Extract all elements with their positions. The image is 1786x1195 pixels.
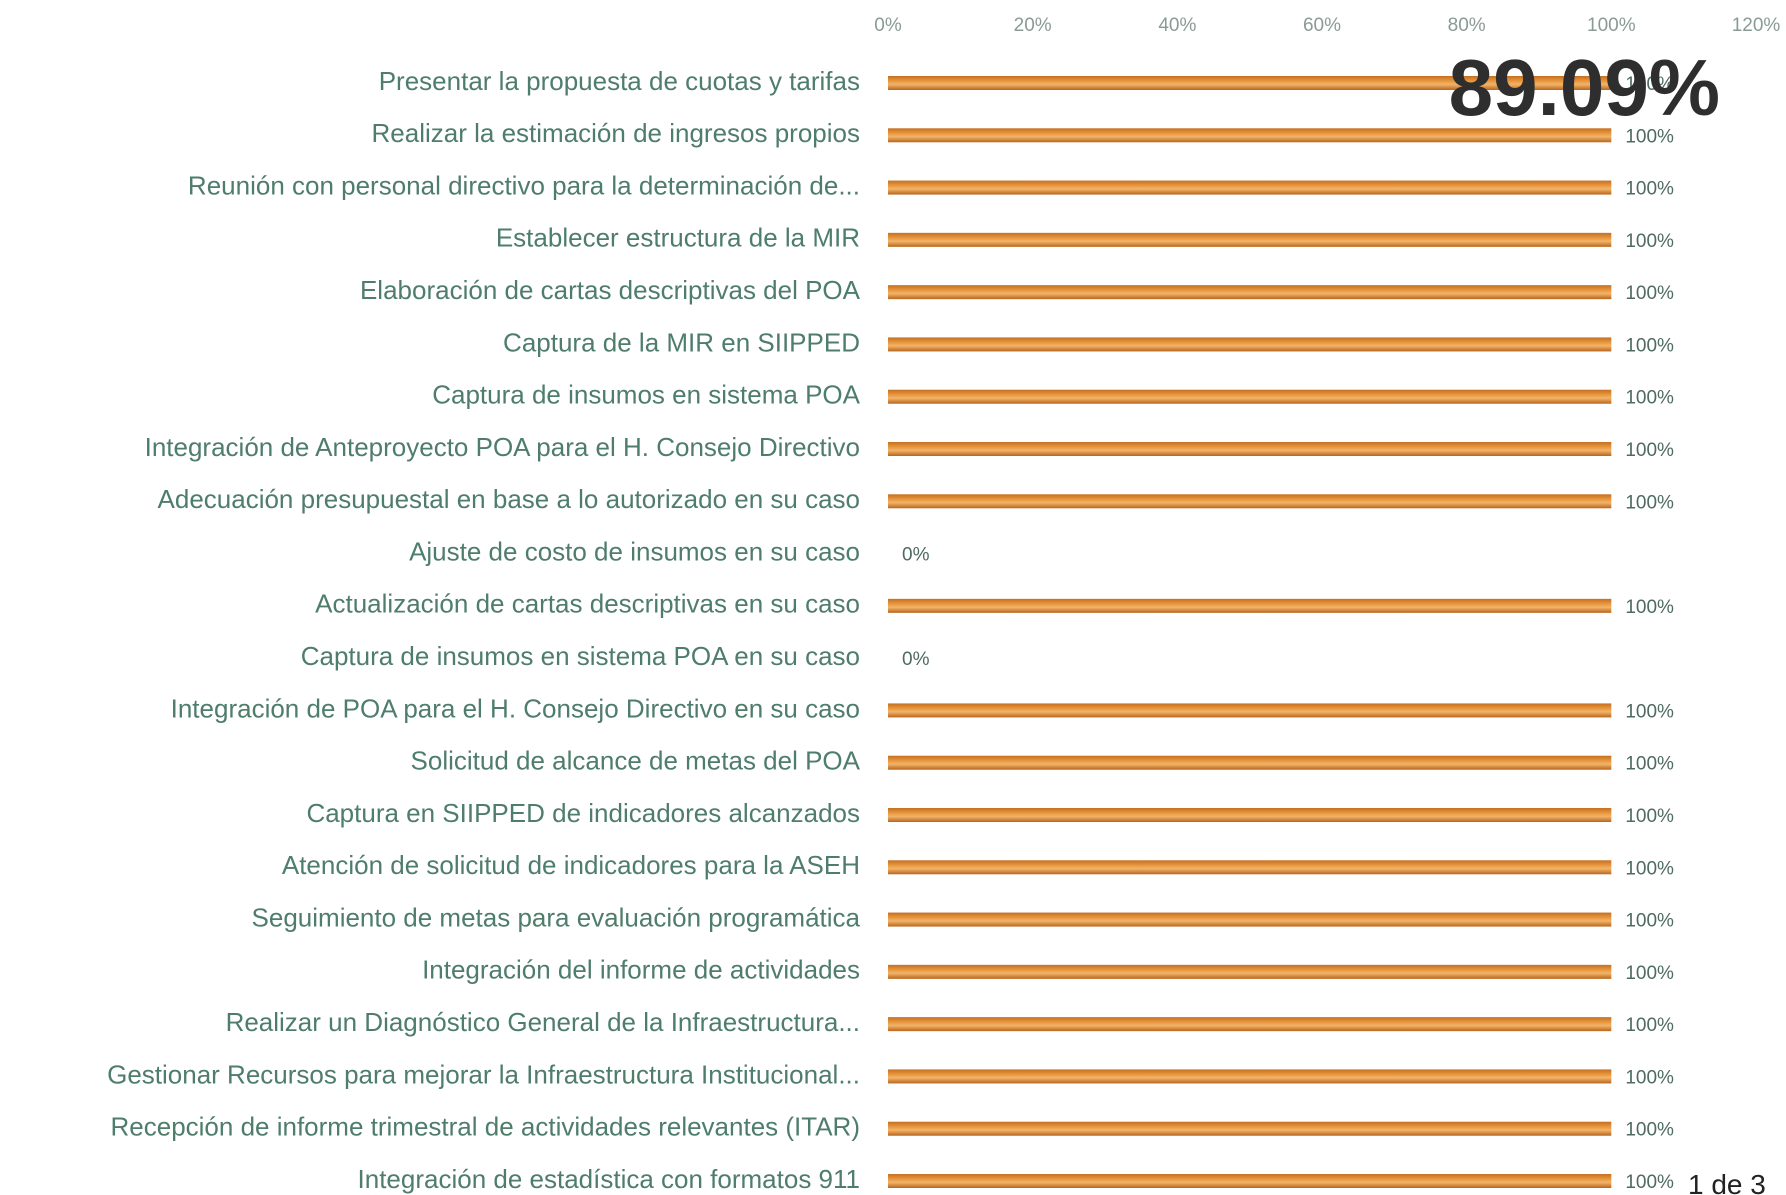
value-label: 0% (902, 649, 930, 670)
category-label: Captura de la MIR en SIIPPED (503, 327, 860, 357)
category-label: Captura en SIIPPED de indicadores alcanz… (306, 798, 860, 828)
x-tick-label: 0% (874, 15, 902, 36)
category-label: Integración de POA para el H. Consejo Di… (171, 693, 860, 723)
value-label: 100% (1625, 283, 1674, 304)
bar (888, 494, 1612, 509)
value-label: 100% (1625, 1067, 1674, 1088)
value-label: 100% (1625, 440, 1674, 461)
value-label: 0% (902, 545, 930, 566)
x-tick-label: 120% (1732, 15, 1781, 36)
category-label: Reunión con personal directivo para la d… (188, 170, 860, 200)
x-tick-label: 100% (1587, 15, 1636, 36)
bar (888, 180, 1612, 195)
category-label: Integración del informe de actividades (422, 955, 860, 985)
value-label: 100% (1625, 1015, 1674, 1036)
category-label: Gestionar Recursos para mejorar la Infra… (107, 1059, 860, 1089)
bar (888, 808, 1612, 822)
bar (888, 1069, 1612, 1084)
bar (888, 1121, 1612, 1136)
bar (888, 389, 1612, 404)
value-label: 100% (1625, 231, 1674, 252)
page-number: 1 de 3 (1688, 1169, 1766, 1195)
bar (888, 442, 1612, 456)
total-percentage: 89.09% (1449, 43, 1720, 132)
value-label: 100% (1625, 335, 1674, 356)
x-tick-label: 40% (1158, 15, 1196, 36)
category-label: Solicitud de alcance de metas del POA (411, 746, 861, 776)
bar (888, 860, 1612, 875)
value-label: 100% (1625, 701, 1674, 722)
value-label: 100% (1625, 911, 1674, 932)
category-label: Realizar la estimación de ingresos propi… (372, 118, 860, 148)
category-label: Captura de insumos en sistema POA (432, 380, 860, 410)
bar (888, 1017, 1612, 1032)
x-tick-label: 60% (1303, 15, 1341, 36)
value-label: 100% (1625, 963, 1674, 984)
bar (888, 128, 1612, 143)
category-label: Atención de solicitud de indicadores par… (282, 850, 860, 880)
value-label: 100% (1625, 74, 1674, 95)
bar (888, 1174, 1612, 1188)
x-tick-label: 80% (1448, 15, 1486, 36)
category-label: Establecer estructura de la MIR (496, 223, 860, 253)
category-label: Captura de insumos en sistema POA en su … (301, 641, 860, 671)
bar (888, 755, 1612, 770)
value-label: 100% (1625, 388, 1674, 409)
bar (888, 337, 1612, 352)
value-label: 100% (1625, 858, 1674, 879)
category-label: Integración de estadística con formatos … (358, 1164, 860, 1194)
value-label: 100% (1625, 754, 1674, 775)
category-label: Ajuste de costo de insumos en su caso (409, 536, 860, 566)
category-label: Presentar la propuesta de cuotas y tarif… (379, 66, 860, 96)
value-label: 100% (1625, 1120, 1674, 1141)
bar (888, 912, 1612, 927)
value-label: 100% (1625, 1172, 1674, 1193)
value-label: 100% (1625, 126, 1674, 147)
category-label: Adecuación presupuestal en base a lo aut… (158, 484, 860, 514)
bar (888, 703, 1612, 718)
x-tick-label: 20% (1014, 15, 1052, 36)
category-label: Actualización de cartas descriptivas en … (315, 589, 860, 619)
bar (888, 76, 1612, 90)
category-label: Elaboración de cartas descriptivas del P… (360, 275, 861, 305)
value-label: 100% (1625, 806, 1674, 827)
category-label: Realizar un Diagnóstico General de la In… (226, 1007, 860, 1037)
bar (888, 232, 1612, 247)
bar (888, 285, 1612, 300)
value-label: 100% (1625, 597, 1674, 618)
category-label: Seguimiento de metas para evaluación pro… (252, 902, 861, 932)
bar (888, 964, 1612, 979)
category-label: Integración de Anteproyecto POA para el … (145, 432, 860, 462)
bar (888, 598, 1612, 613)
value-label: 100% (1625, 179, 1674, 200)
category-label: Recepción de informe trimestral de activ… (111, 1112, 861, 1142)
value-label: 100% (1625, 492, 1674, 513)
